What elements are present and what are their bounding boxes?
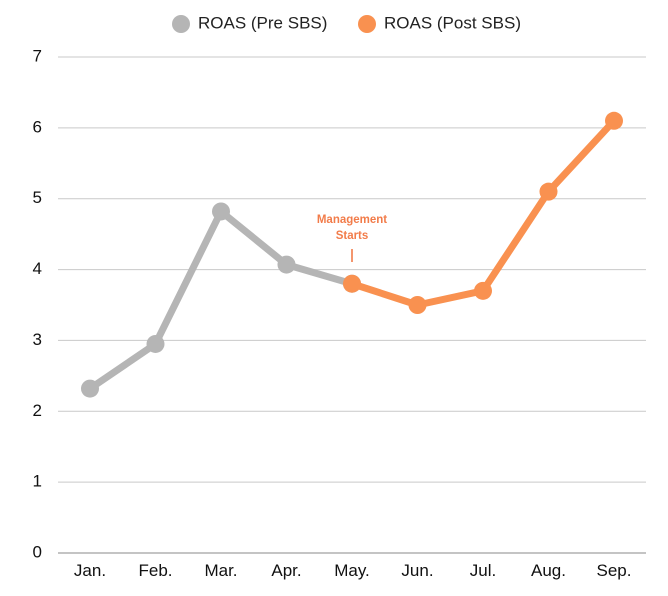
- x-tick-label: Jul.: [470, 561, 496, 580]
- data-point: [605, 111, 623, 130]
- legend-item: ROAS (Pre SBS): [172, 13, 327, 33]
- y-tick-label: 3: [33, 330, 42, 349]
- series-post-sbs: [343, 111, 623, 314]
- y-axis: 0 1 2 3 4 5 6 7: [33, 46, 42, 561]
- data-point: [212, 202, 230, 221]
- y-tick-label: 4: [33, 259, 42, 278]
- legend-marker: [172, 15, 190, 33]
- management-starts-annotation: Management Starts: [317, 214, 387, 262]
- data-point: [539, 182, 558, 201]
- y-tick-label: 0: [33, 542, 42, 561]
- legend-item: ROAS (Post SBS): [358, 13, 521, 33]
- chart-legend: ROAS (Pre SBS) ROAS (Post SBS): [172, 13, 521, 33]
- series-pre-sbs: [81, 202, 361, 398]
- annotation-text: Management: [317, 214, 387, 226]
- data-point: [408, 296, 427, 314]
- legend-label: ROAS (Post SBS): [384, 13, 521, 32]
- y-tick-label: 6: [33, 117, 42, 136]
- y-tick-label: 1: [33, 472, 42, 491]
- chart-series: [81, 111, 623, 398]
- data-point: [277, 255, 296, 274]
- chart-gridlines: [58, 56, 646, 554]
- x-tick-label: Sep.: [597, 561, 632, 580]
- y-tick-label: 5: [33, 188, 42, 207]
- x-tick-label: Feb.: [138, 561, 172, 580]
- x-tick-label: Aug.: [531, 561, 566, 580]
- data-point: [343, 274, 361, 293]
- data-point: [474, 281, 492, 300]
- x-tick-label: Apr.: [271, 561, 301, 580]
- series-line: [348, 117, 618, 309]
- legend-label: ROAS (Pre SBS): [198, 13, 327, 32]
- legend-marker: [358, 15, 376, 33]
- y-tick-label: 7: [33, 46, 42, 65]
- annotation-text: Starts: [336, 230, 369, 242]
- data-point: [81, 379, 99, 398]
- x-tick-label: Jun.: [401, 561, 433, 580]
- x-tick-label: May.: [334, 561, 370, 580]
- y-tick-label: 2: [33, 401, 42, 420]
- x-axis: Jan. Feb. Mar. Apr. May. Jun. Jul. Aug. Sep.: [74, 561, 632, 580]
- x-tick-label: Jan.: [74, 561, 106, 580]
- series-line: [86, 207, 356, 393]
- x-tick-label: Mar.: [204, 561, 237, 580]
- data-point: [146, 334, 165, 353]
